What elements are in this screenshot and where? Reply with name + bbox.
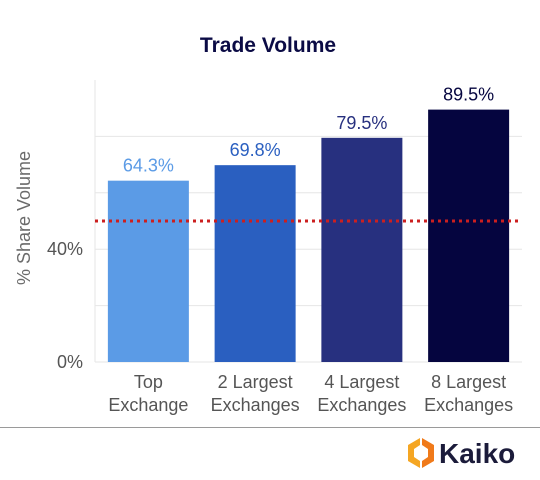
y-axis-label: % Share Volume [14,151,34,285]
x-tick-label: 2 Largest [218,372,293,392]
x-tick-label: Exchange [108,395,188,415]
x-tick-label: 8 Largest [431,372,506,392]
y-tick-label: 40% [47,239,83,259]
data-label: 69.8% [230,140,281,160]
data-labels: 64.3% 69.8% 79.5% 89.5% [123,85,494,176]
bar [428,109,510,362]
x-tick-label: 4 Largest [324,372,399,392]
x-tick-label: Exchanges [424,395,513,415]
bar [321,137,403,362]
y-tick-label: 0% [57,352,83,372]
chart-title: Trade Volume [200,34,336,57]
data-label: 89.5% [443,85,494,105]
bar [214,165,296,362]
x-tick-label: Top [134,372,163,392]
x-tick-labels: Top Exchange 2 Largest Exchanges 4 Largest Ex… [108,372,513,415]
y-tick-labels: 0% 40% [47,239,83,372]
x-tick-label: Exchanges [211,395,300,415]
bar [107,180,189,362]
logo-text: Kaiko [439,438,515,469]
kaiko-logo: Kaiko [408,438,515,469]
x-tick-label: Exchanges [317,395,406,415]
bars [107,109,510,362]
data-label: 79.5% [336,113,387,133]
kaiko-hexagon-icon [408,438,434,468]
data-label: 64.3% [123,156,174,176]
